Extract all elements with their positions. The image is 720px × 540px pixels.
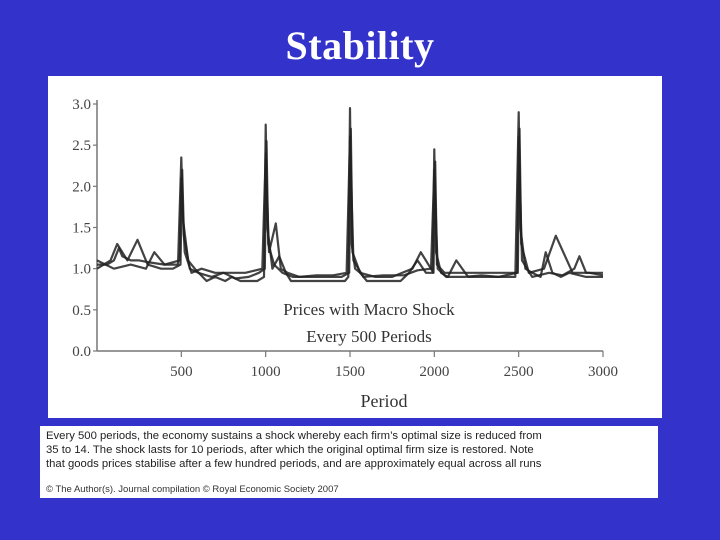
x-tick-label-3: 2000 xyxy=(419,364,449,380)
y-axis: 0.0 0.5 1.0 1.5 2.0 2.5 3.0 xyxy=(72,97,98,360)
caption-line-2: 35 to 14. The shock lasts for 10 periods… xyxy=(46,444,534,457)
y-tick-label-3: 1.5 xyxy=(72,221,91,237)
figure-panel: 0.0 0.5 1.0 1.5 2.0 2.5 3.0 500 1000 1500 2000 250… xyxy=(48,76,662,418)
y-tick-label-1: 0.5 xyxy=(72,303,91,319)
caption-text: Every 500 periods, the economy sustains … xyxy=(46,429,654,472)
x-tick-label-0: 500 xyxy=(170,364,193,380)
y-tick-label-2: 1.0 xyxy=(72,262,91,278)
x-axis-label: Period xyxy=(361,391,408,411)
caption-line-3: that goods prices stabilise after a few … xyxy=(46,458,542,471)
chart-annotation-line-2: Every 500 Periods xyxy=(306,327,432,346)
x-tick-label-2: 1500 xyxy=(335,364,365,380)
y-tick-label-4: 2.0 xyxy=(72,179,91,195)
y-tick-label-0: 0.0 xyxy=(72,344,91,360)
caption-panel: Every 500 periods, the economy sustains … xyxy=(40,426,658,498)
x-tick-label-4: 2500 xyxy=(504,364,534,380)
series-group xyxy=(96,107,604,283)
y-tick-label-6: 3.0 xyxy=(72,97,91,113)
x-tick-label-5: 3000 xyxy=(588,364,618,380)
caption-copyright: © The Author(s). Journal compilation © R… xyxy=(46,484,339,495)
x-tick-label-1: 1000 xyxy=(251,364,281,380)
x-axis: 500 1000 1500 2000 2500 3000 xyxy=(97,350,618,380)
slide-title: Stability xyxy=(285,23,435,68)
series-line-3 xyxy=(96,135,603,278)
chart-annotation-line-1: Prices with Macro Shock xyxy=(283,300,455,319)
y-tick-label-5: 2.5 xyxy=(72,138,91,154)
price-chart: 0.0 0.5 1.0 1.5 2.0 2.5 3.0 500 1000 1500 2000 250… xyxy=(72,97,618,411)
caption-line-1: Every 500 periods, the economy sustains … xyxy=(46,430,542,442)
